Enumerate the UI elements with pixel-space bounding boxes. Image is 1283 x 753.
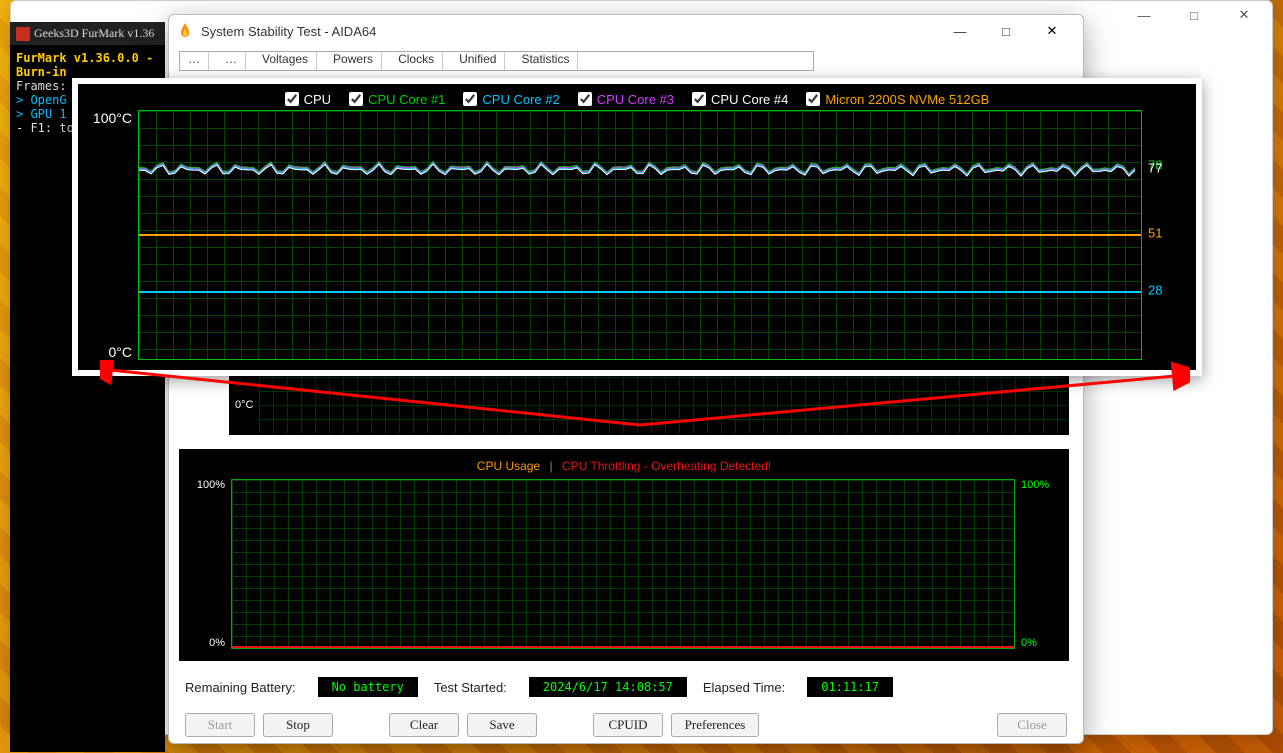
cpu-chart-grid (231, 479, 1015, 649)
legend-checkbox[interactable] (578, 92, 592, 106)
save-button[interactable]: Save (467, 713, 537, 737)
close-button[interactable]: Close (997, 713, 1067, 737)
elapsed-label: Elapsed Time: (703, 680, 785, 695)
legend-checkbox[interactable] (285, 92, 299, 106)
prefs-button[interactable]: Preferences (671, 713, 759, 737)
temp-chart-plot (138, 110, 1142, 360)
tab[interactable]: Statistics (513, 52, 578, 70)
cpu-y-right: 100%0% (1015, 479, 1057, 649)
legend-checkbox[interactable] (806, 92, 820, 106)
cpu-usage-chart: CPU Usage | CPU Throttling - Overheating… (179, 449, 1069, 661)
bg-min-button[interactable]: — (1126, 8, 1162, 23)
bg-max-button[interactable]: □ (1176, 8, 1212, 23)
tab[interactable]: Unified (451, 52, 505, 70)
battery-value: No battery (318, 677, 418, 697)
bg-close-button[interactable]: ✕ (1226, 7, 1262, 23)
legend-label: CPU Core #3 (597, 92, 674, 107)
legend-checkbox[interactable] (463, 92, 477, 106)
tab[interactable]: Clocks (390, 52, 443, 70)
furmark-icon (16, 27, 30, 41)
battery-label: Remaining Battery: (185, 680, 296, 695)
aida-max-button[interactable]: □ (983, 17, 1029, 45)
legend-checkbox[interactable] (349, 92, 363, 106)
legend-item[interactable]: CPU Core #3 (578, 92, 674, 107)
aida-titlebar[interactable]: System Stability Test - AIDA64 — □ ✕ (169, 15, 1083, 47)
legend-item[interactable]: CPU (285, 92, 331, 107)
legend-label: CPU Core #4 (711, 92, 788, 107)
legend-item[interactable]: CPU Core #2 (463, 92, 559, 107)
button-row: Start Stop Clear Save CPUID Preferences … (179, 707, 1073, 745)
legend-checkbox[interactable] (692, 92, 706, 106)
mini-temp-chart: 0°C (229, 375, 1069, 435)
elapsed-value: 01:11:17 (807, 677, 893, 697)
cpu-throttle-warning: CPU Throttling - Overheating Detected! (562, 459, 771, 473)
temp-reading: 77 (1148, 160, 1162, 175)
started-label: Test Started: (434, 680, 507, 695)
aida-icon (177, 23, 193, 39)
furmark-header: FurMark v1.36.0.0 - Burn-in (10, 45, 165, 79)
temp-reading: 28 (1148, 283, 1162, 298)
tab[interactable]: Voltages (254, 52, 317, 70)
legend-item[interactable]: CPU Core #4 (692, 92, 788, 107)
furmark-titlebar[interactable]: Geeks3D FurMark v1.36 (10, 22, 165, 45)
legend-label: Micron 2200S NVMe 512GB (825, 92, 989, 107)
aida-min-button[interactable]: — (937, 17, 983, 45)
furmark-title-text: Geeks3D FurMark v1.36 (34, 26, 154, 41)
aida-tabs[interactable]: … … Voltages Powers Clocks Unified Statistics (179, 51, 814, 71)
temp-y-left: 100°C0°C (88, 110, 138, 360)
legend-label: CPU Core #2 (482, 92, 559, 107)
tab[interactable]: … (180, 52, 209, 70)
legend-item[interactable]: Micron 2200S NVMe 512GB (806, 92, 989, 107)
clear-button[interactable]: Clear (389, 713, 459, 737)
cpuid-button[interactable]: CPUID (593, 713, 663, 737)
temp-legend: CPU CPU Core #1 CPU Core #2 CPU Core #3 CPU … (88, 88, 1186, 110)
aida-close-button[interactable]: ✕ (1029, 17, 1075, 45)
temp-reading: 51 (1148, 225, 1162, 240)
legend-label: CPU (304, 92, 331, 107)
cpu-y-left: 100%0% (191, 479, 231, 649)
legend-label: CPU Core #1 (368, 92, 445, 107)
aida-title-text: System Stability Test - AIDA64 (201, 24, 376, 39)
started-value: 2024/6/17 14:08:57 (529, 677, 687, 697)
cpu-usage-label: CPU Usage (477, 459, 540, 473)
legend-item[interactable]: CPU Core #1 (349, 92, 445, 107)
start-button[interactable]: Start (185, 713, 255, 737)
tab[interactable]: Powers (325, 52, 382, 70)
tab[interactable]: … (217, 52, 246, 70)
stop-button[interactable]: Stop (263, 713, 333, 737)
mini-temp-label: 0°C (235, 399, 253, 411)
status-row: Remaining Battery: No battery Test Start… (179, 661, 1073, 707)
temp-y-right: 78775128 (1142, 110, 1186, 360)
temp-chart-overlay: CPU CPU Core #1 CPU Core #2 CPU Core #3 CPU … (72, 78, 1202, 376)
